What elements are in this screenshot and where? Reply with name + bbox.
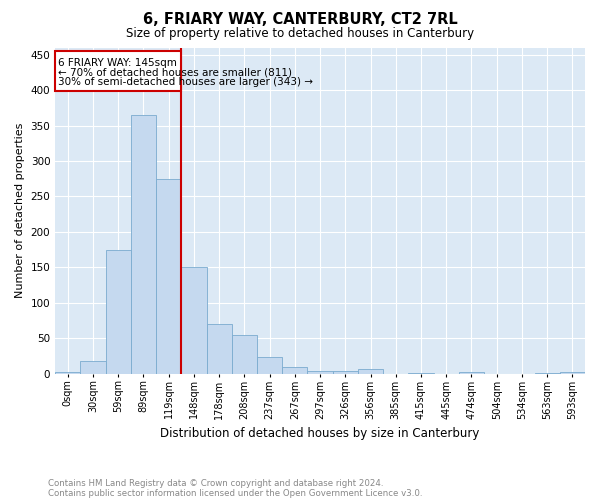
Bar — [232, 336, 257, 374]
Bar — [459, 372, 484, 374]
Text: 6 FRIARY WAY: 145sqm: 6 FRIARY WAY: 145sqm — [58, 58, 177, 68]
Text: Size of property relative to detached houses in Canterbury: Size of property relative to detached ho… — [126, 28, 474, 40]
Y-axis label: Number of detached properties: Number of detached properties — [15, 123, 25, 298]
Bar — [106, 250, 131, 374]
Bar — [358, 370, 383, 374]
Bar — [282, 368, 307, 374]
Bar — [560, 372, 585, 374]
Bar — [409, 373, 434, 374]
Bar — [332, 371, 358, 374]
Bar — [535, 373, 560, 374]
Bar — [181, 268, 206, 374]
Bar — [131, 115, 156, 374]
Text: Contains public sector information licensed under the Open Government Licence v3: Contains public sector information licen… — [48, 488, 422, 498]
Bar — [257, 358, 282, 374]
Bar — [80, 361, 106, 374]
Text: 6, FRIARY WAY, CANTERBURY, CT2 7RL: 6, FRIARY WAY, CANTERBURY, CT2 7RL — [143, 12, 457, 28]
Text: ← 70% of detached houses are smaller (811): ← 70% of detached houses are smaller (81… — [58, 68, 292, 78]
Bar — [156, 178, 181, 374]
Text: Contains HM Land Registry data © Crown copyright and database right 2024.: Contains HM Land Registry data © Crown c… — [48, 478, 383, 488]
Bar — [55, 372, 80, 374]
Bar — [206, 324, 232, 374]
Bar — [55, 51, 181, 92]
Bar — [307, 371, 332, 374]
Text: 30% of semi-detached houses are larger (343) →: 30% of semi-detached houses are larger (… — [58, 76, 313, 86]
X-axis label: Distribution of detached houses by size in Canterbury: Distribution of detached houses by size … — [160, 427, 480, 440]
